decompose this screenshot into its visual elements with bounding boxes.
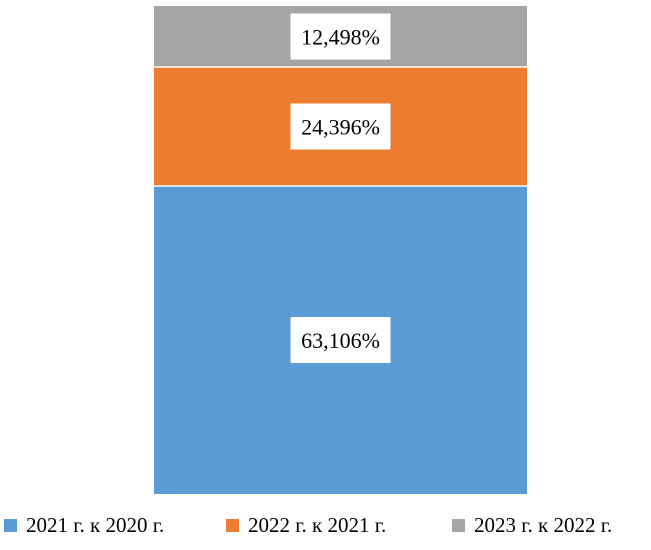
legend-label-2: 2022 г. к 2021 г. bbox=[248, 513, 386, 537]
data-label-1: 63,106% bbox=[301, 328, 380, 353]
legend-label-3: 2023 г. к 2022 г. bbox=[474, 513, 612, 537]
legend-swatch-2 bbox=[226, 519, 239, 532]
data-label-box-1 bbox=[290, 317, 391, 364]
data-label-box-3 bbox=[290, 13, 391, 60]
data-label-2: 24,396% bbox=[301, 115, 380, 140]
legend-item-1: 2021 г. к 2020 г. bbox=[4, 513, 164, 537]
data-label-3: 12,498% bbox=[301, 24, 380, 49]
legend-swatch-1 bbox=[4, 519, 17, 532]
legend-item-2: 2022 г. к 2021 г. bbox=[226, 513, 386, 537]
data-label-box-2 bbox=[290, 103, 391, 150]
legend-label-1: 2021 г. к 2020 г. bbox=[26, 513, 164, 537]
legend-item-3: 2023 г. к 2022 г. bbox=[452, 513, 612, 537]
legend-swatch-3 bbox=[452, 519, 465, 532]
